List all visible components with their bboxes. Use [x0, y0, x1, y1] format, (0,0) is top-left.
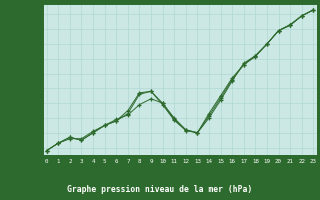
Text: Graphe pression niveau de la mer (hPa): Graphe pression niveau de la mer (hPa): [68, 186, 252, 194]
